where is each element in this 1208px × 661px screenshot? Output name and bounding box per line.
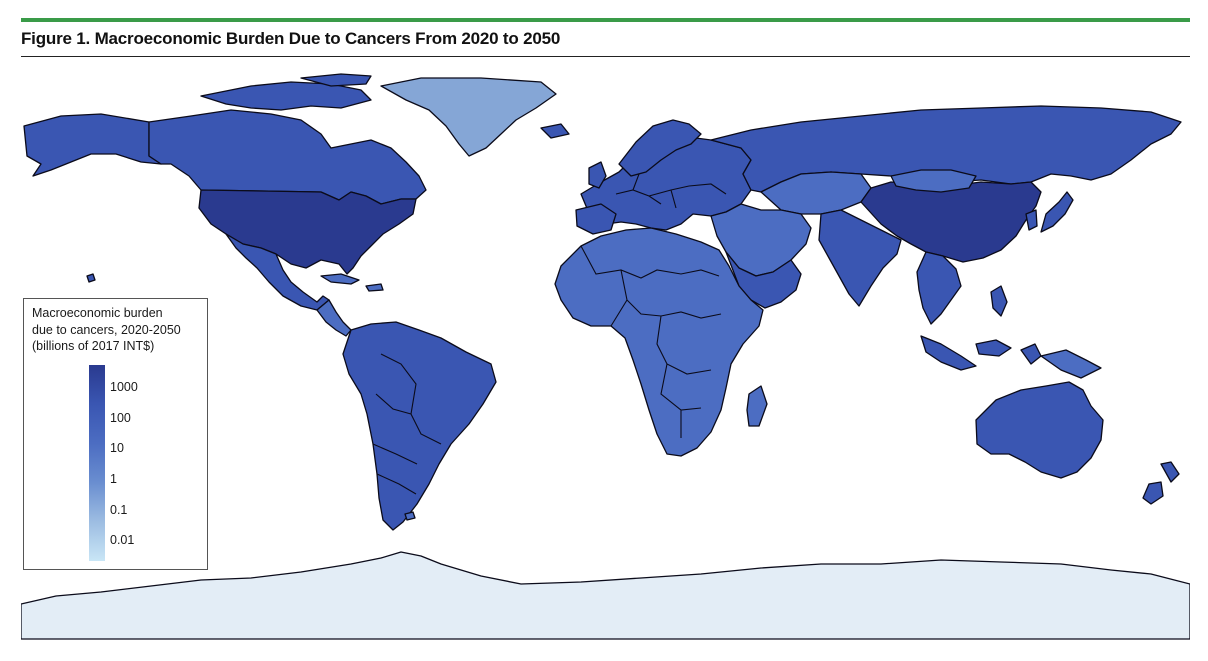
legend-tick-0-1: 0.1 — [110, 503, 128, 517]
accent-rule — [21, 18, 1190, 22]
africa-borders — [580, 245, 722, 438]
cuba-region — [320, 273, 360, 285]
india-region — [818, 209, 902, 307]
arctic-island-north — [300, 73, 372, 87]
korea-region — [1025, 209, 1038, 231]
legend-tick-1: 1 — [110, 472, 117, 486]
new-zealand-region — [1142, 461, 1180, 505]
southeast-asia-region — [916, 251, 962, 325]
iberia-region — [575, 203, 617, 235]
legend-tick-10: 10 — [110, 441, 124, 455]
scandinavia-region — [618, 119, 702, 177]
map-legend: Macroeconomic burden due to cancers, 202… — [23, 298, 208, 570]
arctic-islands-region — [200, 81, 372, 111]
africa-region — [554, 227, 764, 457]
falklands-region — [404, 511, 416, 521]
hispaniola-region — [365, 283, 384, 292]
indonesia-region — [920, 335, 1042, 371]
australia-region — [975, 381, 1104, 479]
papua-region — [1040, 349, 1102, 379]
brazil-border — [372, 353, 442, 495]
legend-title-line-2: due to cancers, 2020-2050 — [32, 322, 181, 337]
antarctica-region — [21, 551, 1190, 640]
hawaii-region — [86, 273, 96, 283]
madagascar-region — [746, 385, 768, 427]
legend-title-line-3: (billions of 2017 INT$) — [32, 339, 155, 353]
canada-region — [148, 109, 427, 205]
uk-region — [588, 161, 607, 189]
greenland-region — [380, 77, 557, 157]
mongolia-region — [890, 169, 977, 193]
europe-borders — [615, 173, 727, 209]
mexico-region — [225, 233, 330, 311]
south-america-region — [342, 321, 497, 531]
legend-title: Macroeconomic burden due to cancers, 202… — [32, 305, 204, 355]
legend-tick-1000: 1000 — [110, 380, 138, 394]
world-map-svg — [21, 73, 1190, 640]
central-america-region — [316, 299, 352, 337]
legend-color-bar — [89, 365, 105, 561]
legend-tick-100: 100 — [110, 411, 131, 425]
title-divider — [21, 56, 1190, 57]
figure-title: Figure 1. Macroeconomic Burden Due to Ca… — [21, 29, 561, 48]
philippines-region — [990, 285, 1008, 317]
legend-tick-0-01: 0.01 — [110, 533, 135, 547]
world-map — [21, 64, 1190, 644]
legend-gradient — [89, 365, 105, 561]
japan-region — [1040, 191, 1074, 233]
alaska-region — [23, 113, 162, 177]
legend-title-line-1: Macroeconomic burden — [32, 306, 163, 320]
iceland-region — [540, 123, 570, 139]
